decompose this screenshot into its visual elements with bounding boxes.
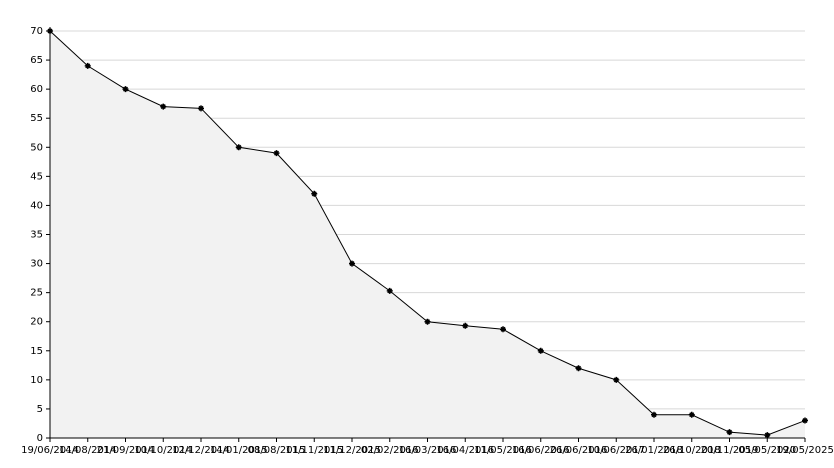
x-tick-label: 16/03/2016 bbox=[399, 445, 457, 456]
x-tick-label: 20/11/2019 bbox=[701, 445, 759, 456]
x-tick-label: 21/09/2014 bbox=[97, 445, 155, 456]
marker bbox=[500, 326, 506, 333]
y-tick-label: 10 bbox=[30, 375, 43, 386]
y-tick-label: 50 bbox=[30, 142, 43, 153]
marker bbox=[726, 429, 733, 436]
marker bbox=[386, 287, 393, 294]
x-tick-label: 26/01/2018 bbox=[625, 445, 683, 456]
marker bbox=[122, 86, 129, 93]
marker bbox=[273, 150, 280, 157]
x-tick-label: 11/11/2015 bbox=[285, 445, 343, 456]
y-tick-label: 35 bbox=[30, 230, 43, 241]
area bbox=[50, 31, 805, 438]
y-tick-label: 20 bbox=[30, 317, 43, 328]
x-tick-label: 26/10/2018 bbox=[663, 445, 721, 456]
y-tick-label: 70 bbox=[30, 26, 43, 37]
x-tick-label: 14/08/2014 bbox=[59, 445, 117, 456]
y-tick-label: 65 bbox=[30, 55, 43, 66]
marker bbox=[198, 105, 204, 112]
x-tick-label: 14/01/2015 bbox=[210, 445, 268, 456]
x-tick-label: 08/08/2015 bbox=[248, 445, 306, 456]
y-tick-label: 25 bbox=[30, 288, 43, 299]
x-tick-label: 16/04/2016 bbox=[436, 445, 494, 456]
marker bbox=[462, 322, 469, 329]
x-tick-label: 19/05/2025 bbox=[776, 445, 834, 456]
marker bbox=[349, 260, 355, 267]
marker bbox=[764, 432, 771, 439]
marker bbox=[575, 365, 582, 372]
marker bbox=[613, 376, 620, 383]
marker bbox=[651, 411, 657, 418]
x-tick-label: 16/06/2016 bbox=[512, 445, 570, 456]
x-tick-label: 11/12/2015 bbox=[323, 445, 381, 456]
marker bbox=[802, 417, 808, 424]
x-tick-label: 19/06/2014 bbox=[21, 445, 79, 456]
marker bbox=[160, 103, 167, 110]
y-tick-label: 45 bbox=[30, 171, 43, 182]
y-tick-label: 55 bbox=[30, 113, 43, 124]
marker bbox=[235, 144, 242, 151]
x-tick-label: 05/05/2020 bbox=[738, 445, 796, 456]
y-tick-label: 60 bbox=[30, 84, 43, 95]
x-tick-label: 10/10/2014 bbox=[134, 445, 192, 456]
x-tick-label: 10/06/2017 bbox=[587, 445, 645, 456]
marker bbox=[688, 411, 695, 418]
x-tick-label: 02/02/2016 bbox=[361, 445, 419, 456]
y-tick-label: 30 bbox=[30, 259, 43, 270]
y-tick-label: 15 bbox=[30, 346, 43, 357]
marker bbox=[311, 190, 318, 197]
x-tick-label: 11/05/2016 bbox=[474, 445, 532, 456]
y-tick-label: 5 bbox=[37, 404, 43, 415]
y-tick-label: 0 bbox=[37, 433, 43, 444]
marker bbox=[537, 347, 544, 354]
marker bbox=[424, 318, 431, 325]
marker bbox=[84, 62, 91, 69]
x-tick-label: 26/06/2016 bbox=[550, 445, 608, 456]
x-tick-label: 12/12/2014 bbox=[172, 445, 230, 456]
y-tick-label: 40 bbox=[30, 200, 43, 211]
